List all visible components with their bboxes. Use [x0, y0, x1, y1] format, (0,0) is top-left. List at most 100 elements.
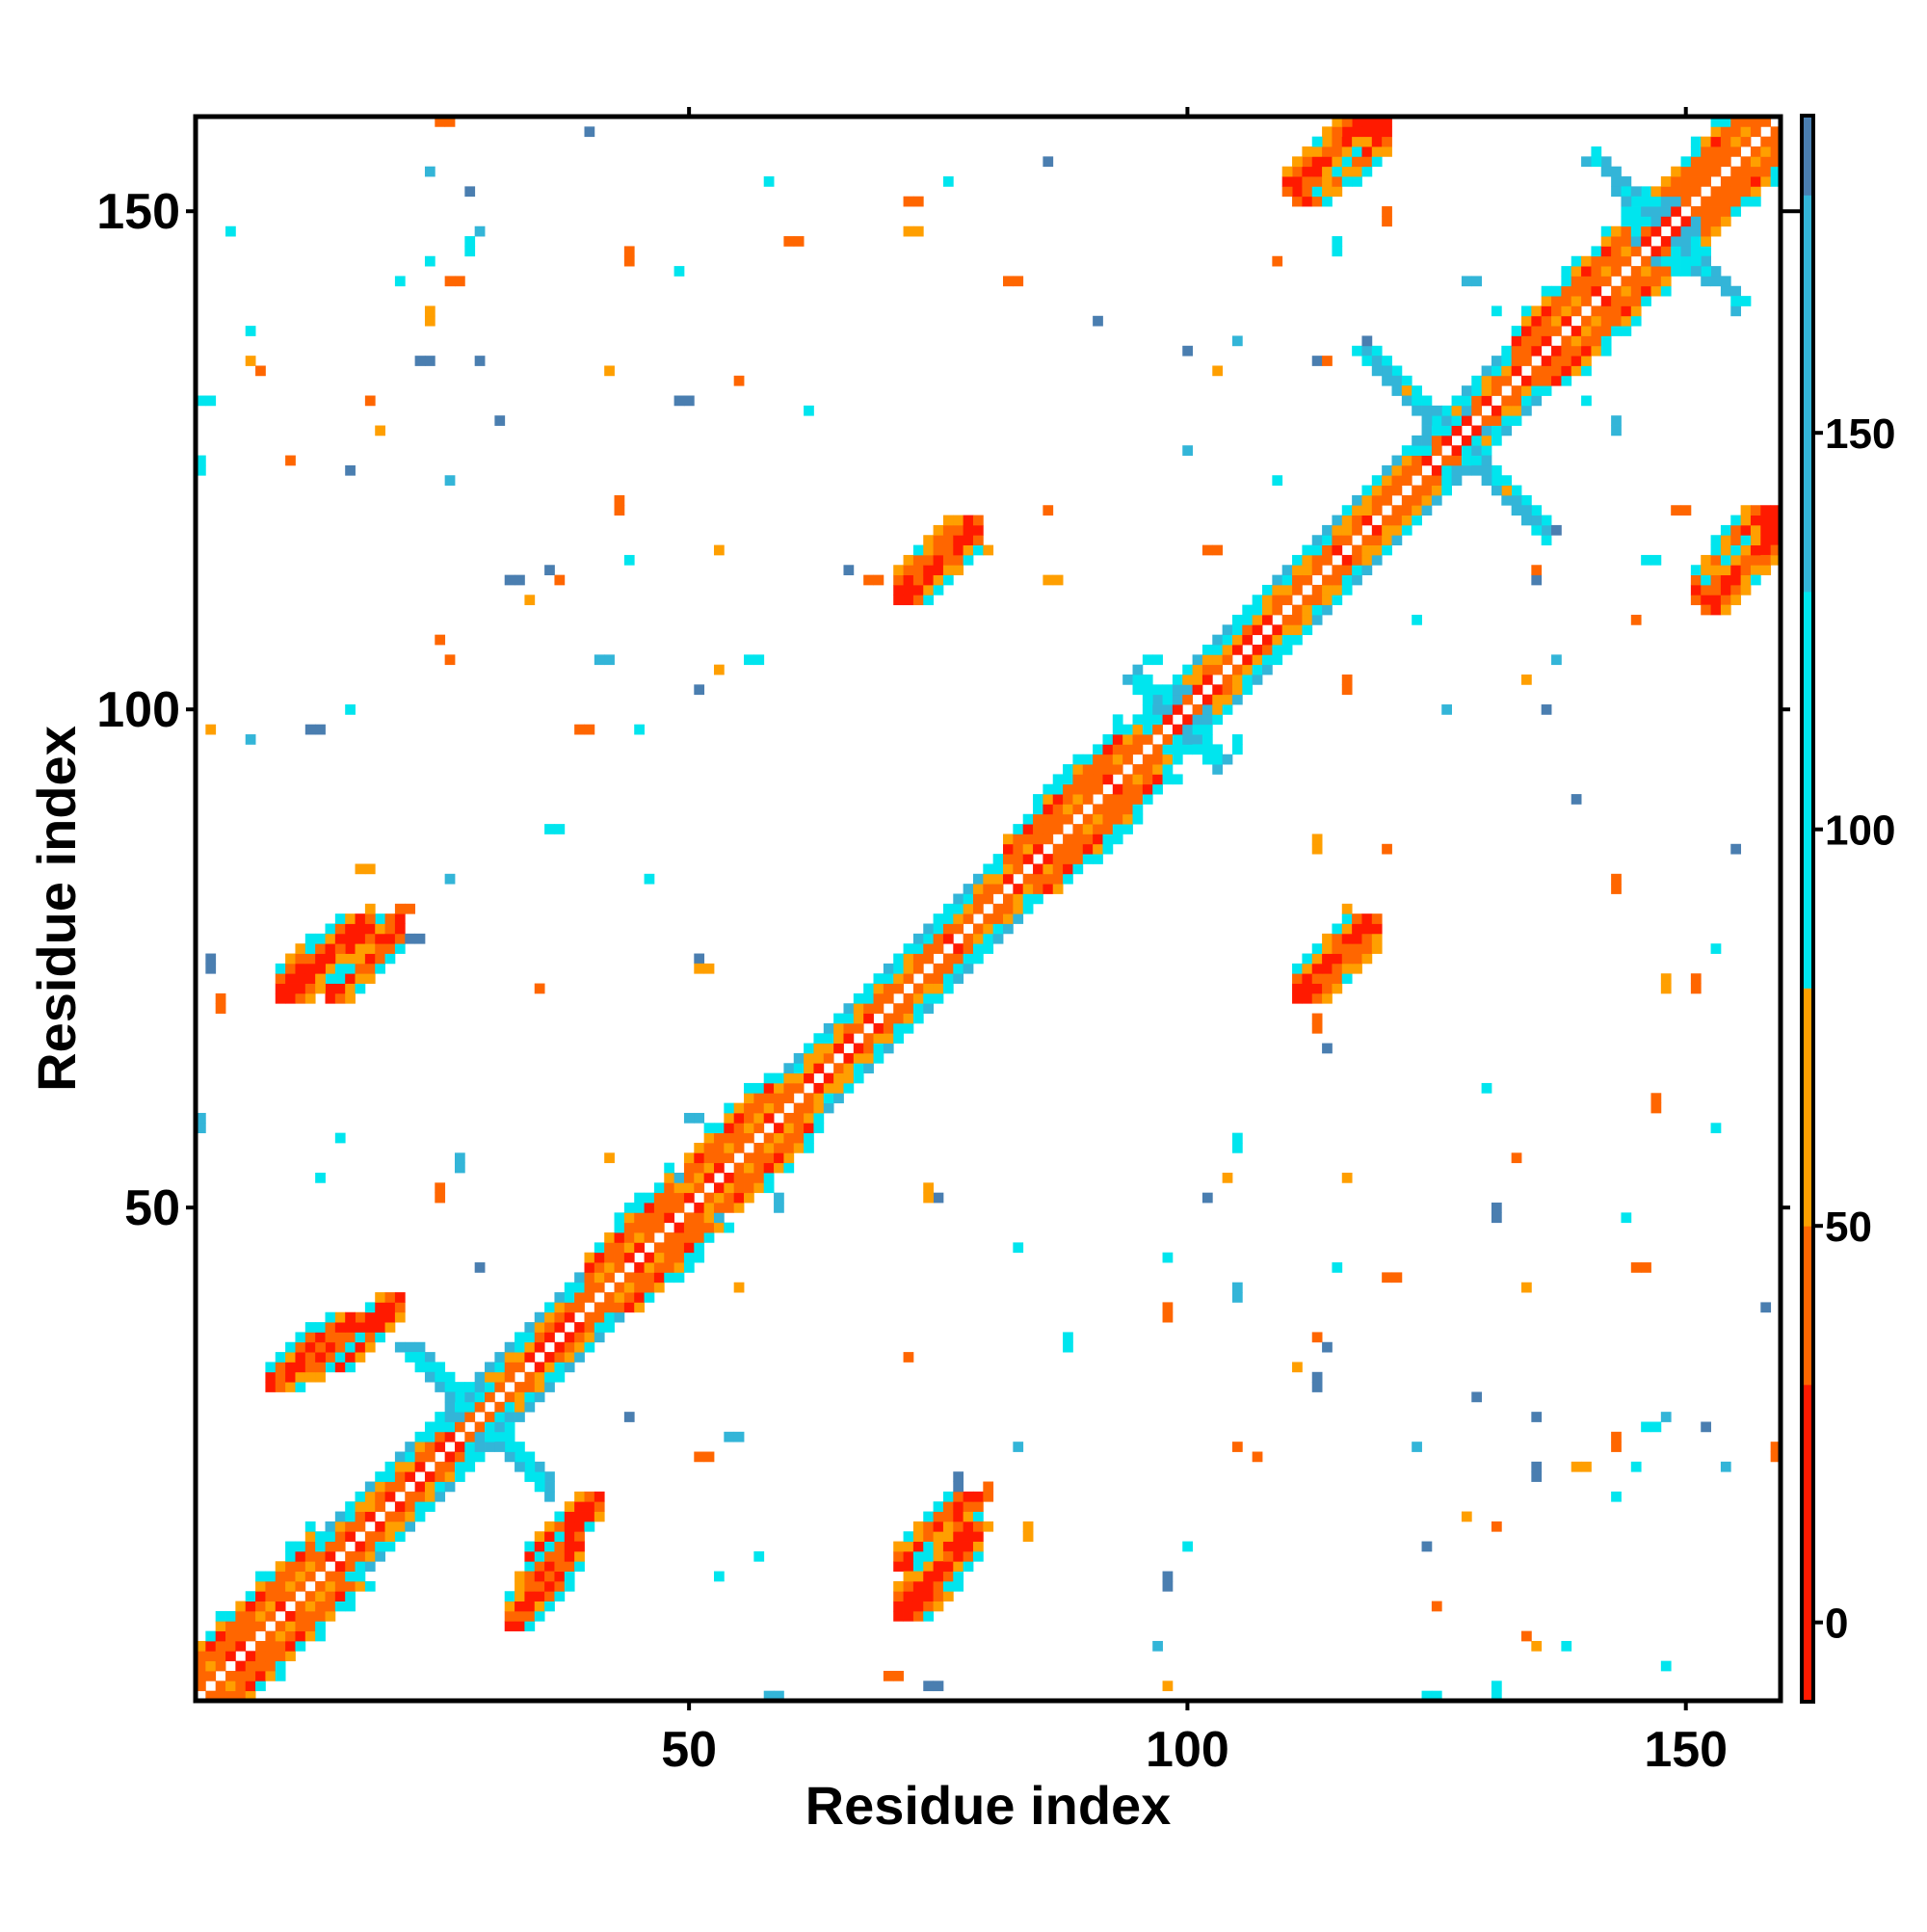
heatmap-cell: [464, 1442, 476, 1452]
heatmap-cell: [304, 1341, 316, 1353]
heatmap-cell: [1531, 385, 1543, 396]
heatmap-cell: [793, 236, 805, 247]
heatmap-cell: [713, 1152, 725, 1164]
heatmap-cell: [1471, 464, 1483, 476]
heatmap-cell: [1690, 166, 1702, 177]
heatmap-cell: [853, 1003, 864, 1014]
heatmap-cell: [334, 1311, 346, 1323]
heatmap-cell: [1222, 624, 1233, 636]
heatmap-cell: [912, 1541, 924, 1552]
heatmap-cell: [1311, 156, 1323, 168]
heatmap-cell: [364, 1580, 376, 1592]
heatmap-cell: [664, 1242, 675, 1254]
heatmap-cell: [304, 1561, 316, 1572]
heatmap-cell: [1690, 973, 1702, 984]
heatmap-cell: [1033, 863, 1043, 875]
heatmap-cell: [1441, 415, 1452, 426]
heatmap-cell: [912, 544, 924, 556]
heatmap-cell: [912, 1591, 924, 1601]
heatmap-cell: [1302, 166, 1313, 177]
heatmap-cell: [225, 225, 236, 237]
heatmap-cell: [683, 1232, 695, 1243]
heatmap-cell: [1770, 176, 1782, 187]
heatmap-cell: [1371, 544, 1383, 556]
heatmap-cell: [1641, 1262, 1651, 1273]
heatmap-cell: [1531, 1461, 1543, 1472]
heatmap-cell: [1201, 675, 1213, 685]
heatmap-cell: [345, 923, 356, 935]
heatmap-cell: [1491, 485, 1502, 496]
heatmap-cell: [494, 1382, 506, 1392]
heatmap-cell: [1341, 136, 1353, 147]
heatmap-cell: [454, 1461, 465, 1472]
heatmap-cell: [1093, 804, 1103, 815]
heatmap-cell: [863, 983, 874, 994]
heatmap-cell: [1391, 375, 1403, 386]
heatmap-cell: [763, 1082, 775, 1094]
heatmap-cell: [953, 1561, 964, 1572]
heatmap-cell: [1382, 136, 1392, 147]
heatmap-cell: [1311, 843, 1323, 855]
heatmap-cell: [584, 1521, 595, 1532]
heatmap-cell: [1770, 535, 1782, 545]
heatmap-cell: [1341, 126, 1353, 138]
heatmap-cell: [1093, 315, 1103, 327]
heatmap-cell: [1361, 335, 1373, 347]
heatmap-cell: [275, 992, 286, 1004]
heatmap-cell: [1371, 494, 1383, 506]
heatmap-cell: [1720, 276, 1731, 287]
heatmap-cell: [544, 1371, 555, 1383]
heatmap-cell: [1701, 216, 1711, 227]
heatmap-cell: [524, 1561, 536, 1572]
heatmap-cell: [554, 1292, 566, 1303]
heatmap-cell: [504, 1341, 515, 1353]
heatmap-cell: [295, 1550, 306, 1562]
heatmap-cell: [574, 1322, 585, 1333]
heatmap-cell: [375, 963, 385, 974]
heatmap-cell: [504, 574, 515, 586]
heatmap-cell: [623, 1232, 635, 1243]
heatmap-cell: [963, 953, 974, 965]
heatmap-cell: [1431, 494, 1442, 506]
heatmap-cell: [1481, 425, 1492, 437]
heatmap-cell: [584, 1311, 595, 1323]
heatmap-cell: [1461, 435, 1472, 446]
heatmap-cell: [1671, 166, 1681, 177]
heatmap-cell: [1013, 276, 1024, 287]
colorbar-frame: [1800, 114, 1815, 1704]
heatmap-cell: [1481, 395, 1492, 407]
heatmap-cell: [703, 1212, 715, 1224]
heatmap-cell: [972, 515, 984, 526]
heatmap-cell: [1451, 395, 1463, 407]
heatmap-cell: [1252, 664, 1263, 675]
heatmap-cell: [744, 1082, 754, 1094]
heatmap-cell: [1630, 216, 1642, 227]
heatmap-cell: [1621, 176, 1632, 187]
heatmap-cell: [414, 1461, 426, 1472]
heatmap-cell: [1521, 494, 1532, 506]
heatmap-cell: [315, 1362, 326, 1373]
heatmap-cell: [813, 1063, 825, 1073]
heatmap-cell: [963, 1511, 974, 1522]
heatmap-cell: [325, 943, 336, 954]
heatmap-cell: [205, 953, 217, 965]
heatmap-cell: [1281, 595, 1293, 606]
heatmap-cell: [1043, 873, 1054, 885]
heatmap-cell: [1551, 365, 1562, 377]
heatmap-cell: [444, 1461, 456, 1472]
heatmap-cell: [424, 315, 436, 327]
heatmap-cell: [1341, 156, 1353, 168]
heatmap-cell: [634, 1302, 645, 1313]
heatmap-cell: [1272, 654, 1283, 666]
heatmap-cell: [1262, 595, 1273, 606]
heatmap-cell: [524, 1332, 536, 1343]
heatmap-cell: [1322, 524, 1333, 536]
heatmap-cell: [1501, 365, 1513, 377]
heatmap-cell: [515, 1591, 525, 1601]
heatmap-cell: [435, 1182, 446, 1194]
heatmap-cell: [325, 1601, 336, 1612]
heatmap-cell: [1621, 315, 1632, 327]
heatmap-cell: [1581, 345, 1592, 357]
